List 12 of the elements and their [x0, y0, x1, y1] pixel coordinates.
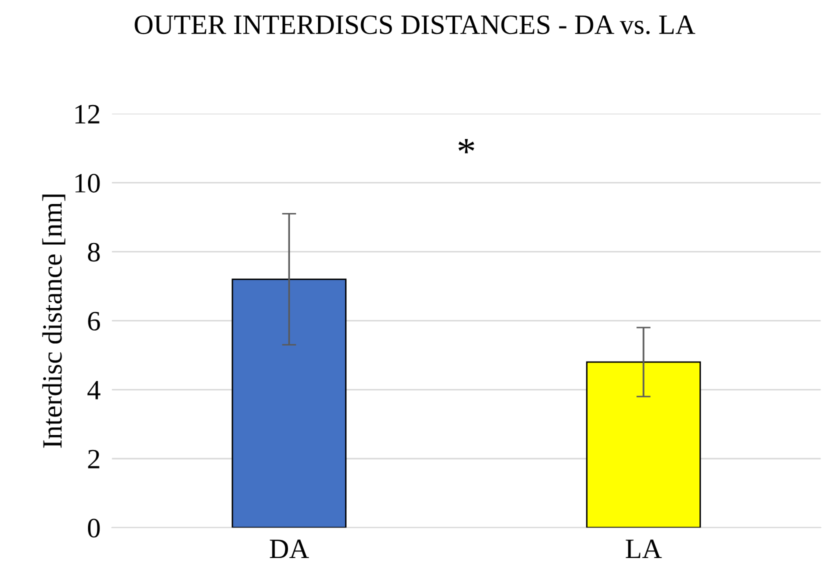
x-tick-label: LA [626, 540, 662, 558]
y-tick-label: 2 [88, 450, 100, 468]
y-axis-title: Interdisc distance [nm] [42, 194, 66, 448]
y-tick-label: 0 [88, 518, 100, 538]
y-tick-label: 6 [88, 312, 100, 331]
annotation: * [458, 138, 474, 154]
y-tick-label: 4 [87, 380, 100, 400]
y-tick-label: 8 [88, 242, 100, 262]
chart-title: OUTER INTERDISCS DISTANCES - DA vs. LA [134, 15, 696, 34]
y-tick-label: 10 [75, 174, 100, 193]
x-tick-label: DA [270, 540, 309, 558]
y-tick-label: 12 [75, 104, 100, 124]
